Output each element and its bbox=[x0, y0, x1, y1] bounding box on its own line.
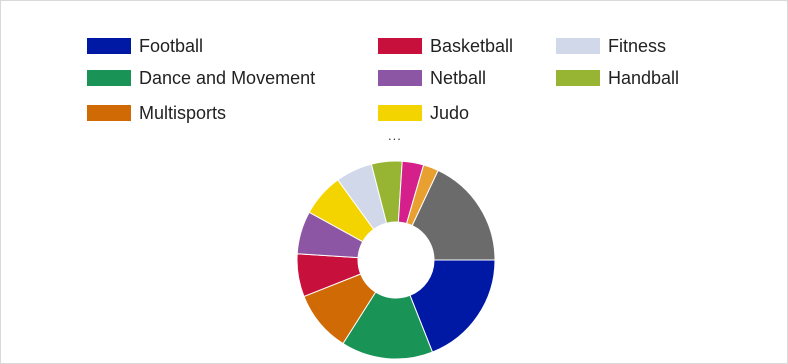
legend-swatch bbox=[556, 38, 600, 54]
legend-item-football[interactable]: Football bbox=[87, 35, 203, 57]
legend-swatch bbox=[556, 70, 600, 86]
legend-label: Dance and Movement bbox=[139, 67, 316, 88]
legend-swatch bbox=[378, 70, 422, 86]
legend-label: Judo bbox=[430, 102, 470, 123]
legend-more-indicator[interactable]: ... bbox=[388, 128, 402, 143]
legend-label: Handball bbox=[608, 67, 680, 88]
chart-legend: Football Basketball Fitness Dance and Mo… bbox=[0, 0, 788, 130]
legend-label: Football bbox=[139, 35, 204, 56]
legend-item-multisports[interactable]: Multisports bbox=[87, 102, 226, 124]
legend-swatch bbox=[378, 105, 422, 121]
legend-label: Multisports bbox=[139, 102, 227, 123]
legend-label: Basketball bbox=[430, 35, 514, 56]
legend-swatch bbox=[87, 105, 131, 121]
legend-swatch bbox=[87, 38, 131, 54]
legend-item-dance-and-movement[interactable]: Dance and Movement bbox=[87, 67, 315, 89]
legend-item-netball[interactable]: Netball bbox=[378, 67, 486, 89]
legend-label: Netball bbox=[430, 67, 487, 88]
legend-item-fitness[interactable]: Fitness bbox=[556, 35, 666, 57]
legend-item-basketball[interactable]: Basketball bbox=[378, 35, 513, 57]
legend-item-judo[interactable]: Judo bbox=[378, 102, 469, 124]
legend-swatch bbox=[87, 70, 131, 86]
legend-item-handball[interactable]: Handball bbox=[556, 67, 679, 89]
legend-label: Fitness bbox=[608, 35, 667, 56]
donut-slice-other-10[interactable] bbox=[411, 169, 496, 261]
legend-swatch bbox=[378, 38, 422, 54]
donut-slice-football[interactable] bbox=[409, 259, 496, 353]
